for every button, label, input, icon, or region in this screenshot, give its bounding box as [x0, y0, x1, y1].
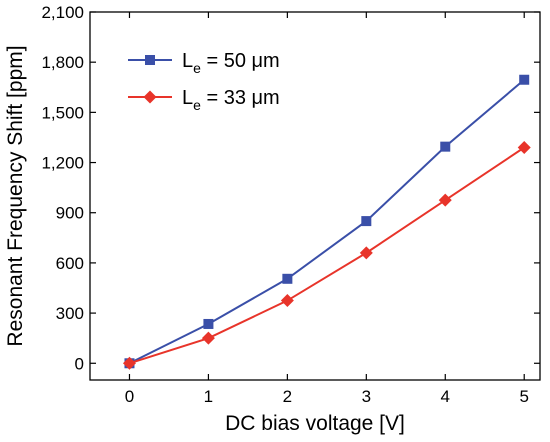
- series-1: [124, 74, 530, 369]
- legend-item-1: Le = 50 μm: [128, 50, 280, 76]
- data-point-diamond: [201, 331, 215, 345]
- y-tick-label: 300: [56, 304, 84, 323]
- data-point-diamond: [359, 246, 373, 260]
- data-point-diamond: [438, 193, 452, 207]
- x-tick-label: 1: [204, 387, 213, 406]
- y-tick-label: 600: [56, 254, 84, 273]
- x-tick-label: 0: [125, 387, 134, 406]
- y-tick-label: 0: [75, 354, 84, 373]
- legend-marker-square: [145, 55, 155, 65]
- y-tick-label: 1,800: [41, 53, 84, 72]
- y-tick-label: 1,200: [41, 154, 84, 173]
- data-point-square: [440, 141, 451, 152]
- series-line: [129, 78, 525, 365]
- series-line: [129, 146, 525, 365]
- y-axis: 0 300 600 900 1,200 1,500 1,800 2,100: [41, 3, 540, 373]
- x-axis: 0 1 2 3 4 5: [125, 12, 529, 406]
- plot-frame: [89, 11, 541, 381]
- y-tick-label: 2,100: [41, 3, 84, 22]
- series-2: [122, 140, 531, 370]
- y-tick-label: 1,500: [41, 103, 84, 122]
- x-tick-label: 4: [441, 387, 450, 406]
- legend: Le = 50 μm Le = 33 μm: [128, 50, 280, 113]
- y-axis-title: Resonant Frequency Shift [ppm]: [4, 45, 27, 346]
- plot-area-border: [89, 11, 541, 381]
- data-point-square: [282, 273, 293, 284]
- legend-label: Le = 33 μm: [182, 87, 280, 113]
- legend-marker-diamond: [143, 90, 157, 104]
- data-point-diamond: [280, 294, 294, 308]
- data-point-square: [361, 216, 372, 227]
- data-point-diamond: [517, 140, 531, 154]
- data-point-square: [203, 318, 214, 329]
- data-point-square: [519, 74, 530, 85]
- legend-label: Le = 50 μm: [182, 50, 280, 76]
- x-tick-label: 5: [519, 387, 528, 406]
- x-axis-title: DC bias voltage [V]: [225, 412, 405, 435]
- y-tick-label: 900: [56, 204, 84, 223]
- x-tick-label: 3: [362, 387, 371, 406]
- series-group: [122, 74, 531, 370]
- data-point-diamond: [122, 356, 136, 370]
- legend-item-2: Le = 33 μm: [128, 87, 280, 113]
- x-tick-label: 2: [283, 387, 292, 406]
